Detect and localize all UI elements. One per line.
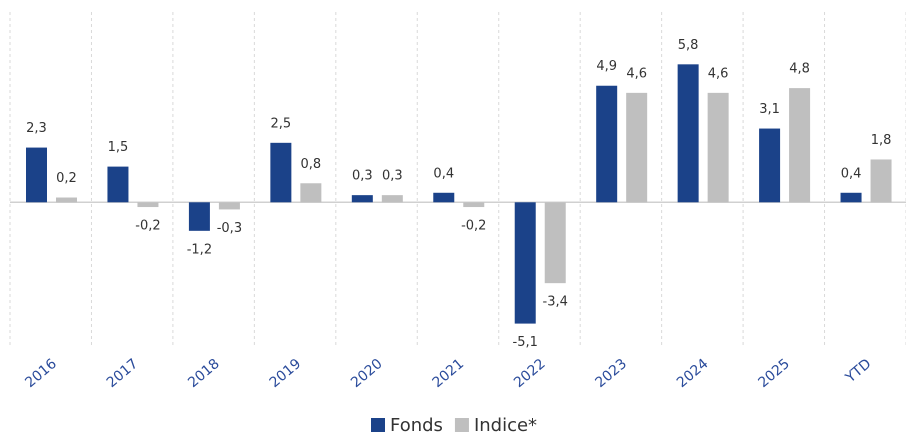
bar (677, 64, 699, 203)
bar (759, 128, 781, 203)
bar (381, 195, 403, 203)
value-label: 2,3 (26, 121, 47, 136)
legend-label: Fonds (390, 415, 443, 434)
value-label: 1,8 (871, 133, 892, 148)
value-label: 3,1 (759, 102, 780, 117)
bar (300, 183, 322, 203)
legend-swatch (454, 418, 469, 432)
value-label: 4,6 (626, 66, 647, 81)
bar (56, 197, 77, 203)
bar (789, 88, 811, 203)
value-label: 2,5 (271, 116, 292, 131)
bar (351, 195, 373, 203)
value-label: 0,2 (56, 171, 77, 186)
value-label: 0,3 (382, 169, 403, 184)
value-label: -5,1 (513, 335, 538, 350)
value-label: 1,5 (108, 140, 129, 155)
x-tick-label: 2018 (185, 356, 223, 391)
value-label: -0,3 (217, 221, 242, 236)
value-label: -0,2 (135, 219, 160, 234)
value-label: -0,2 (461, 219, 486, 234)
value-label: 4,8 (789, 62, 810, 77)
bar (188, 202, 210, 231)
x-tick-label: YTD (842, 356, 874, 387)
x-tick-label: 2022 (511, 356, 549, 391)
bar (218, 202, 240, 210)
value-label: 0,8 (301, 157, 322, 172)
bar (870, 159, 892, 203)
bar (270, 142, 292, 203)
bar (26, 147, 47, 203)
bar (514, 202, 536, 324)
x-tick-label: 2021 (430, 356, 468, 391)
value-label: 5,8 (678, 38, 699, 53)
bar (626, 92, 648, 203)
bar (137, 202, 159, 208)
x-tick-label: 2024 (674, 356, 712, 391)
bar (463, 202, 485, 208)
legend-swatch (371, 418, 385, 432)
value-label: 0,3 (352, 169, 373, 184)
bar (433, 192, 455, 203)
bar (544, 202, 566, 284)
x-tick-label: 2019 (267, 356, 305, 391)
value-label: 0,4 (841, 166, 862, 181)
bar (596, 85, 618, 203)
bar (107, 166, 129, 203)
x-tick-label: 2025 (755, 356, 793, 391)
value-label: -1,2 (187, 242, 212, 257)
legend-label: Indice* (474, 415, 537, 434)
x-tick-label: 2023 (592, 356, 630, 391)
bar (707, 92, 729, 203)
value-label: 4,6 (708, 66, 729, 81)
x-tick-label: 2016 (22, 356, 60, 391)
x-tick-label: 2017 (104, 356, 142, 391)
value-label: 0,4 (433, 166, 454, 181)
value-label: -3,4 (543, 295, 568, 310)
bar (840, 192, 862, 203)
x-tick-label: 2020 (348, 356, 386, 391)
value-label: 4,9 (596, 59, 617, 74)
